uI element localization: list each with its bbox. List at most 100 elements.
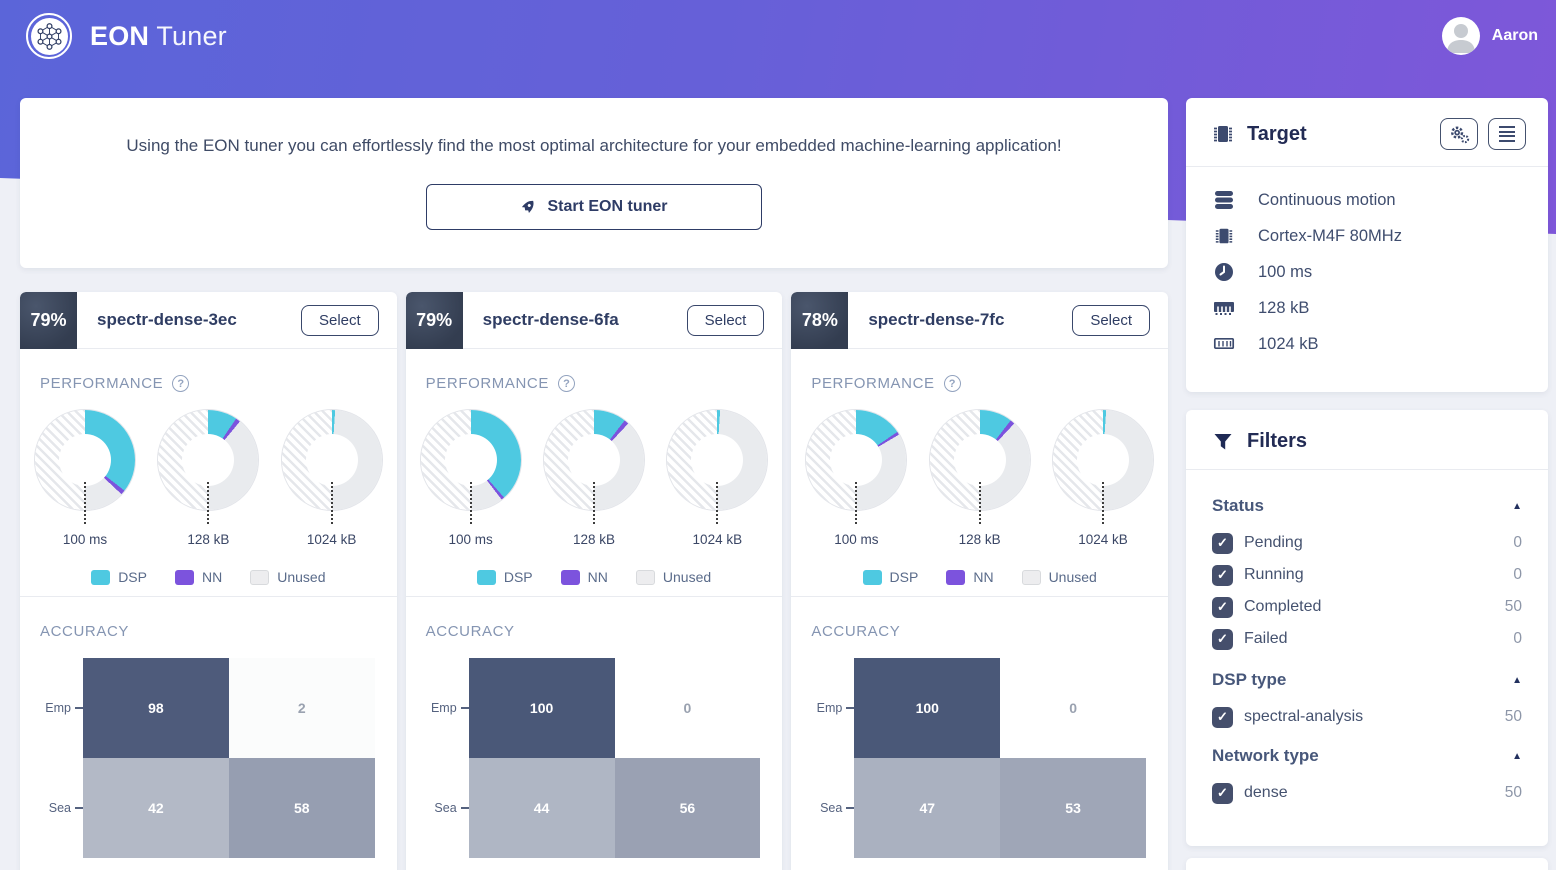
rom-icon: [1212, 336, 1236, 352]
latency-donut-chart: [420, 410, 521, 524]
rom-donut-chart: [1053, 410, 1153, 524]
model-name: spectr-dense-6fa: [482, 310, 619, 329]
performance-section-label: PERFORMANCE: [811, 375, 935, 392]
model-card-header: 79% spectr-dense-6fa Select: [405, 292, 783, 349]
donut-hole: [953, 434, 1006, 486]
running-checkbox[interactable]: ✓: [1212, 564, 1233, 586]
running-count: 0: [1513, 566, 1522, 583]
donut-ram: 128 kB: [149, 410, 267, 547]
list-icon: [1499, 125, 1515, 143]
ram-donut-chart: [544, 410, 644, 524]
spectral-analysis-checkbox[interactable]: ✓: [1212, 706, 1233, 728]
target-dataset-label: Continuous motion: [1258, 190, 1396, 209]
donut-hole: [182, 434, 235, 486]
select-model-button[interactable]: Select: [1072, 304, 1151, 336]
donut-ram: 128 kB: [535, 410, 653, 547]
help-icon[interactable]: ?: [172, 375, 190, 392]
filter-row-completed: ✓ Completed 50: [1212, 594, 1522, 620]
target-latency-label: 100 ms: [1258, 262, 1313, 281]
gears-icon: [1450, 126, 1469, 143]
filter-row-spectral-analysis: ✓ spectral-analysis 50: [1212, 704, 1522, 730]
donut-label: 100 ms: [62, 532, 108, 547]
accuracy-section-label: ACCURACY: [425, 623, 515, 640]
ram-donut-chart: [158, 410, 259, 524]
filter-section-status: Status: [1212, 496, 1264, 515]
user-name[interactable]: Aaron: [1491, 27, 1538, 44]
side-column: Target: [1186, 98, 1548, 870]
target-item-rom: 1024 kB: [1212, 331, 1524, 357]
collapse-arrow-icon[interactable]: ▲: [1512, 500, 1522, 512]
pending-label: Pending: [1244, 534, 1303, 551]
target-settings-button[interactable]: [1440, 118, 1478, 150]
donut-label: 128 kB: [572, 532, 616, 547]
budget-tick: [330, 482, 333, 524]
matrix-row-label: Sea: [48, 801, 71, 815]
help-icon[interactable]: ?: [557, 375, 575, 392]
matrix-cell: 0: [1000, 658, 1147, 758]
completed-label: Completed: [1244, 598, 1322, 615]
donut-hole: [1077, 434, 1129, 486]
nn-swatch: [560, 569, 580, 585]
donut-legend: DSP NN Unused: [405, 569, 783, 597]
matrix-cell: 58: [228, 758, 375, 858]
unused-swatch: [250, 569, 270, 585]
donut-label: 1024 kB: [1078, 532, 1128, 547]
latency-donut-chart: [35, 410, 135, 524]
matrix-row-label: Emp: [816, 701, 843, 715]
budget-tick: [1102, 482, 1104, 524]
completed-checkbox[interactable]: ✓: [1212, 596, 1233, 618]
model-name: spectr-dense-3ec: [97, 310, 237, 329]
spectral-analysis-count: 50: [1504, 708, 1522, 725]
pending-checkbox[interactable]: ✓: [1212, 532, 1233, 554]
collapse-arrow-icon[interactable]: ▲: [1512, 750, 1522, 762]
completed-count: 50: [1504, 598, 1522, 615]
matrix-cell: 42: [83, 758, 229, 858]
unused-legend-label: Unused: [277, 569, 326, 585]
start-eon-tuner-button[interactable]: Start EON tuner: [426, 184, 762, 230]
donut-label: 1024 kB: [692, 532, 743, 547]
app-logo[interactable]: [26, 13, 72, 59]
target-panel: Target: [1186, 98, 1548, 392]
rocket-icon: [522, 200, 535, 214]
target-item-dataset: Continuous motion: [1212, 187, 1524, 213]
ram-donut-chart: [929, 410, 1030, 524]
dense-checkbox[interactable]: ✓: [1212, 782, 1233, 804]
matrix-cell: 47: [854, 758, 1001, 858]
top-navigation-bar: EON Tuner Aaron: [0, 0, 1556, 72]
help-icon[interactable]: ?: [943, 375, 961, 392]
nn-legend-label: NN: [587, 569, 608, 585]
intro-banner: Using the EON tuner you can effortlessly…: [20, 98, 1168, 268]
select-model-button[interactable]: Select: [300, 304, 379, 336]
score-badge: 78%: [791, 292, 849, 349]
donut-latency: 100 ms: [412, 410, 530, 547]
accuracy-section-label: ACCURACY: [811, 623, 901, 640]
user-avatar[interactable]: [1441, 17, 1480, 55]
collapse-arrow-icon[interactable]: ▲: [1512, 674, 1522, 686]
target-panel-title: Target: [1247, 122, 1307, 145]
processor-icon: [1212, 225, 1236, 247]
matrix-cell: 56: [614, 758, 761, 858]
select-model-button[interactable]: Select: [686, 304, 765, 336]
unused-swatch: [635, 569, 655, 585]
processor-icon: [1214, 126, 1232, 142]
dense-count: 50: [1504, 784, 1522, 801]
network-logo-icon: [30, 17, 68, 55]
performance-donuts: 100 ms 128 kB 1024 kB: [406, 410, 783, 547]
running-label: Running: [1244, 566, 1304, 583]
budget-tick: [469, 482, 472, 524]
performance-donuts: 100 ms 128 kB 1024 kB: [791, 410, 1168, 547]
model-results-row: 79% spectr-dense-3ec Select PERFORMANCE …: [20, 292, 1169, 870]
matrix-cell: 100: [468, 658, 615, 758]
target-item-latency: 100 ms: [1212, 259, 1524, 285]
nn-legend-label: NN: [201, 569, 223, 585]
app-title: EON Tuner: [90, 21, 227, 52]
nn-swatch: [946, 569, 966, 585]
target-list-button[interactable]: [1488, 118, 1526, 150]
unused-swatch: [1021, 569, 1041, 585]
dsp-legend-label: DSP: [889, 569, 919, 585]
latency-donut-chart: [806, 410, 907, 524]
failed-checkbox[interactable]: ✓: [1212, 628, 1233, 650]
target-item-ram: 128 kB: [1212, 295, 1524, 321]
matrix-cell: 0: [614, 658, 761, 758]
filter-row-failed: ✓ Failed 0: [1212, 626, 1522, 652]
